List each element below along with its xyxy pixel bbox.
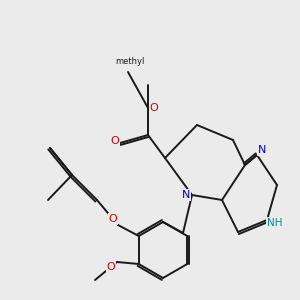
- Text: methyl: methyl: [115, 58, 145, 67]
- Text: O: O: [109, 214, 117, 224]
- Text: O: O: [111, 136, 119, 146]
- Text: N: N: [182, 190, 190, 200]
- Text: O: O: [150, 103, 158, 113]
- Text: NH: NH: [267, 218, 283, 228]
- Text: N: N: [258, 145, 266, 155]
- Text: O: O: [106, 262, 116, 272]
